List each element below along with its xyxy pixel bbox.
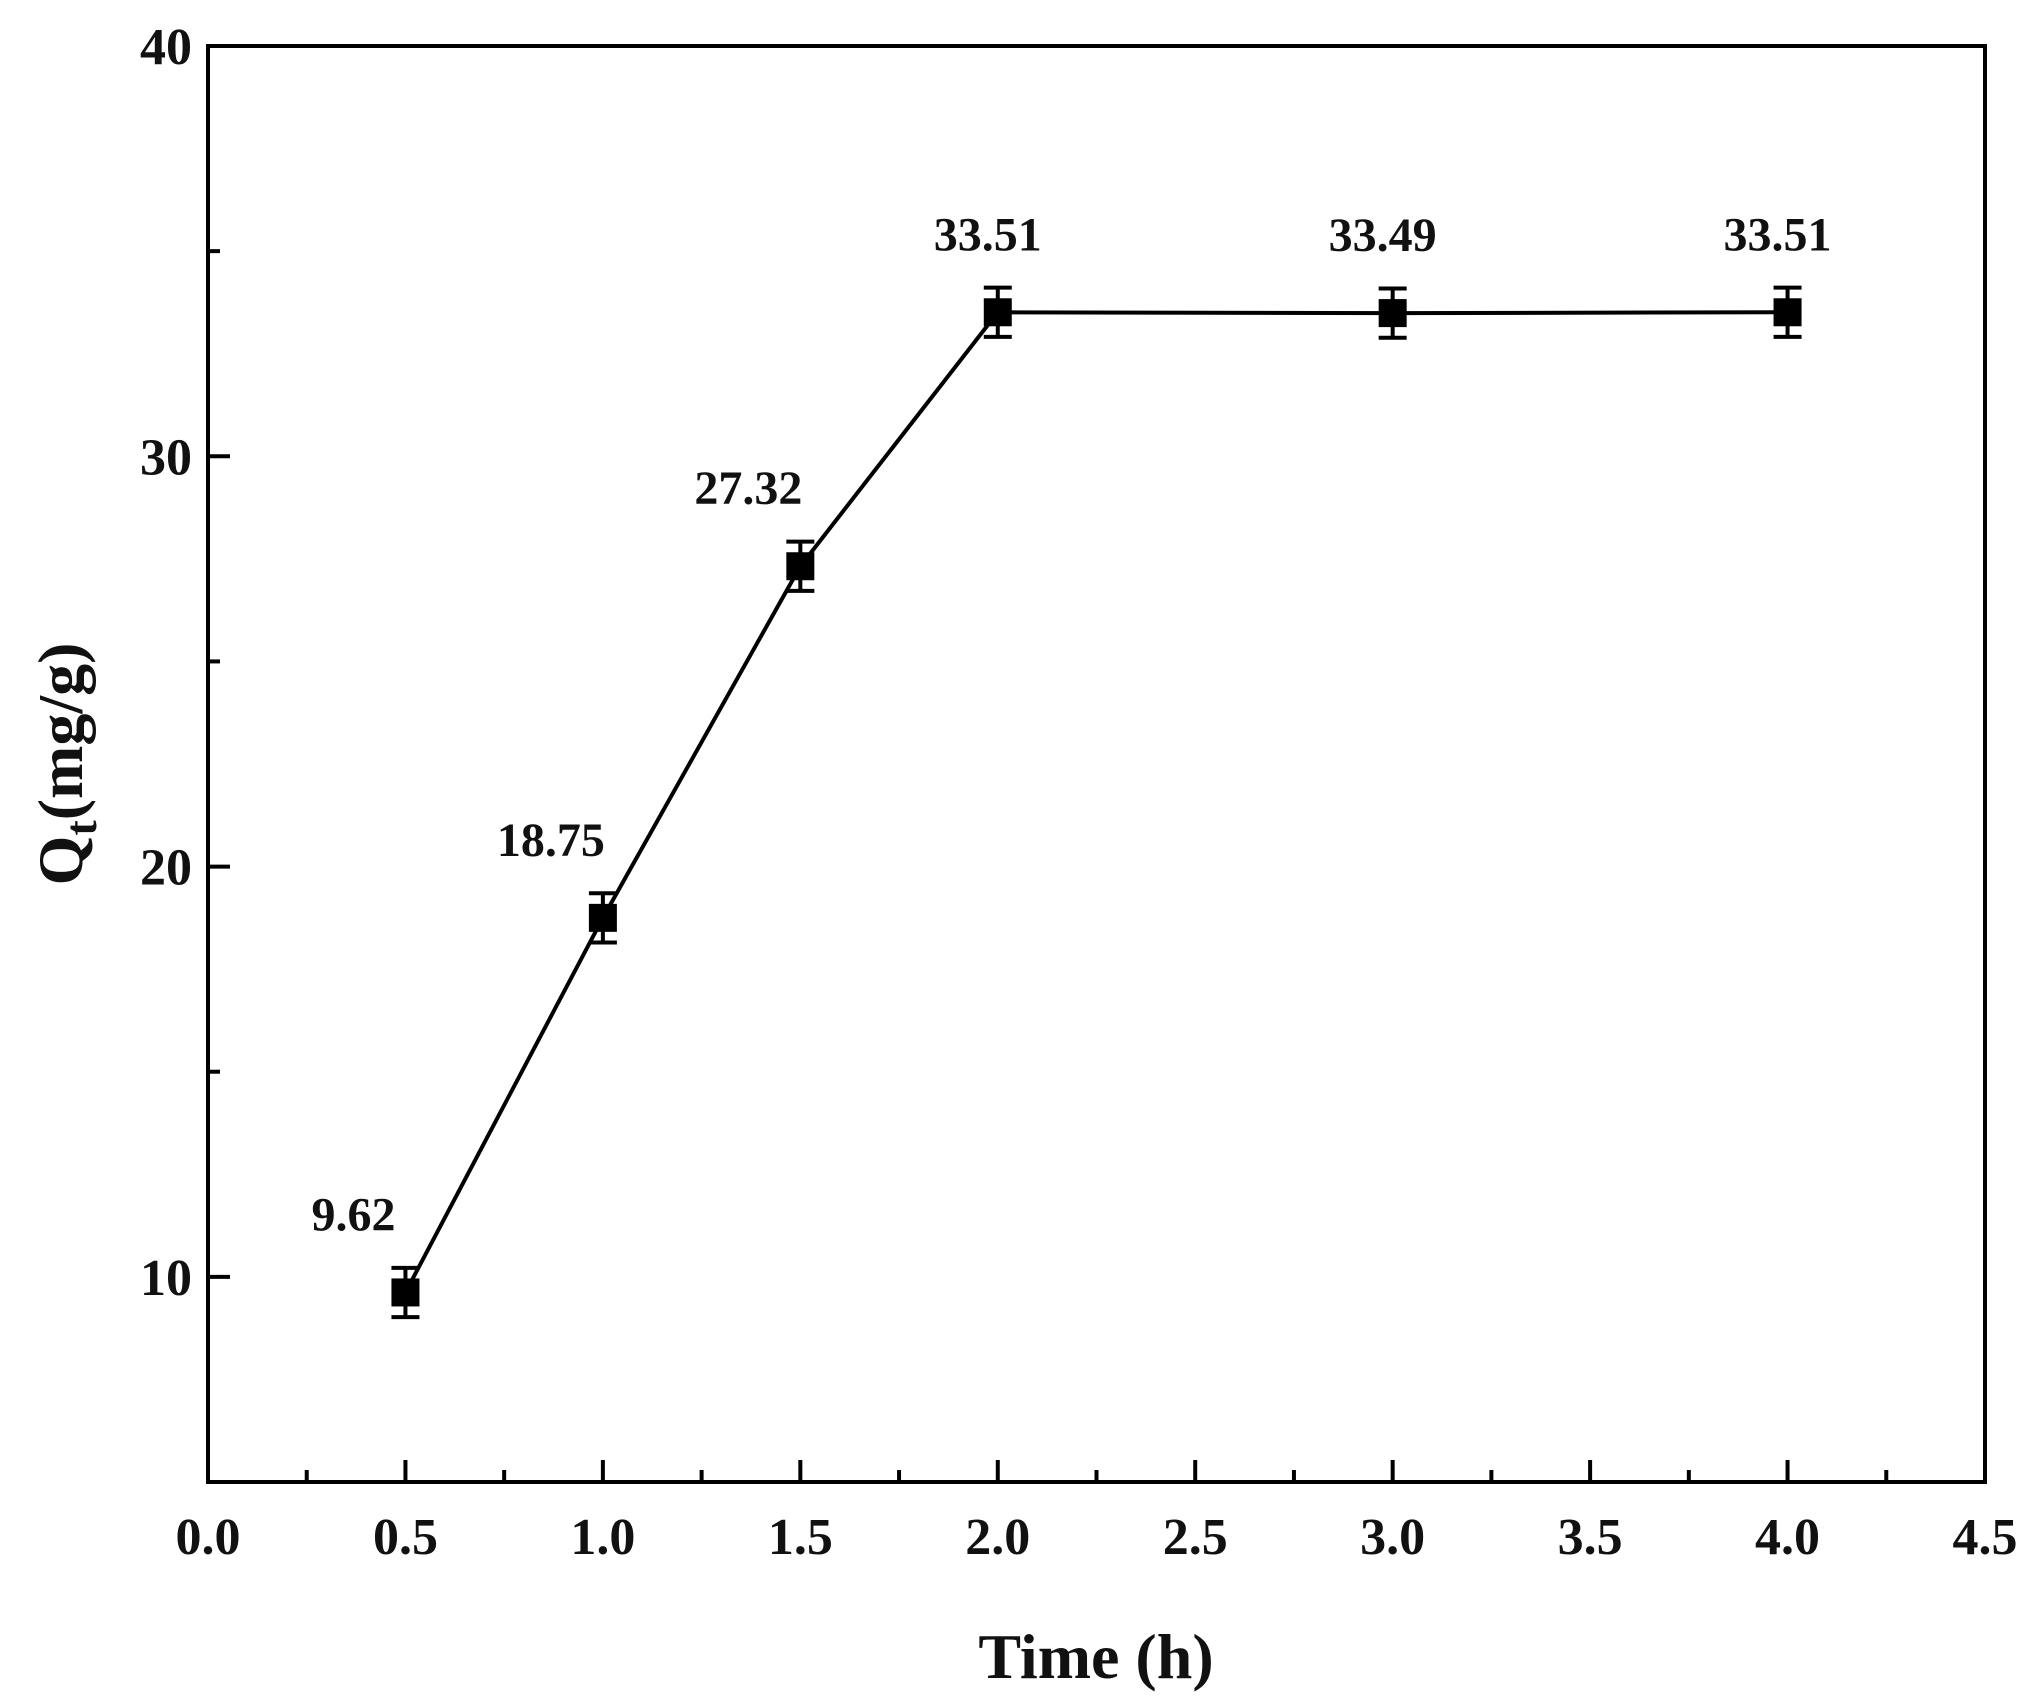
ticks-layer (208, 249, 1889, 1482)
y-axis-title-subscript: t (55, 820, 106, 836)
data-label: 33.51 (934, 208, 1042, 261)
x-tick-label: 3.5 (1558, 1509, 1623, 1566)
data-point-marker (983, 298, 1012, 327)
x-tick-label: 2.0 (965, 1509, 1030, 1566)
data-label: 9.62 (311, 1188, 395, 1241)
x-tick-label: 3.0 (1360, 1509, 1425, 1566)
x-tick-label: 4.5 (1953, 1509, 2018, 1566)
plot-frame (206, 44, 1987, 1484)
y-axis-title-unit: (mg/g) (25, 643, 96, 821)
x-tick-label: 2.5 (1163, 1509, 1228, 1566)
y-tick-label: 20 (140, 840, 192, 897)
data-point-marker (786, 552, 815, 581)
y-tick-label: 10 (140, 1250, 192, 1307)
x-tick-label: 0.0 (176, 1509, 241, 1566)
series-layer (391, 285, 1802, 1320)
data-label: 33.51 (1724, 208, 1832, 261)
data-label: 18.75 (497, 814, 605, 867)
x-tick-label: 1.5 (768, 1509, 833, 1566)
data-point-marker (391, 1278, 420, 1307)
x-tick-label: 4.0 (1755, 1509, 1820, 1566)
y-axis-title: Qt(mg/g) (25, 643, 106, 886)
data-point-marker (1378, 299, 1407, 328)
x-tick-label: 1.0 (570, 1509, 635, 1566)
data-point-marker (588, 903, 617, 932)
tick-labels-layer: 0.0 0.5 1.0 1.5 2.0 2.5 3.0 3.5 4.0 4.5 10 20 30 40 (140, 19, 2018, 1566)
y-axis-title-main: Q (25, 836, 96, 886)
x-tick-label: 0.5 (373, 1509, 438, 1566)
series-line (403, 310, 1788, 1294)
data-labels-layer: 9.62 18.75 27.32 33.51 33.49 33.51 (311, 208, 1831, 1241)
x-axis-title: Time (h) (978, 1621, 1213, 1692)
y-tick-label: 30 (140, 429, 192, 486)
data-point-marker (1773, 298, 1802, 327)
y-tick-label: 40 (140, 19, 192, 76)
data-label: 33.49 (1329, 209, 1437, 262)
data-label: 27.32 (694, 462, 802, 515)
